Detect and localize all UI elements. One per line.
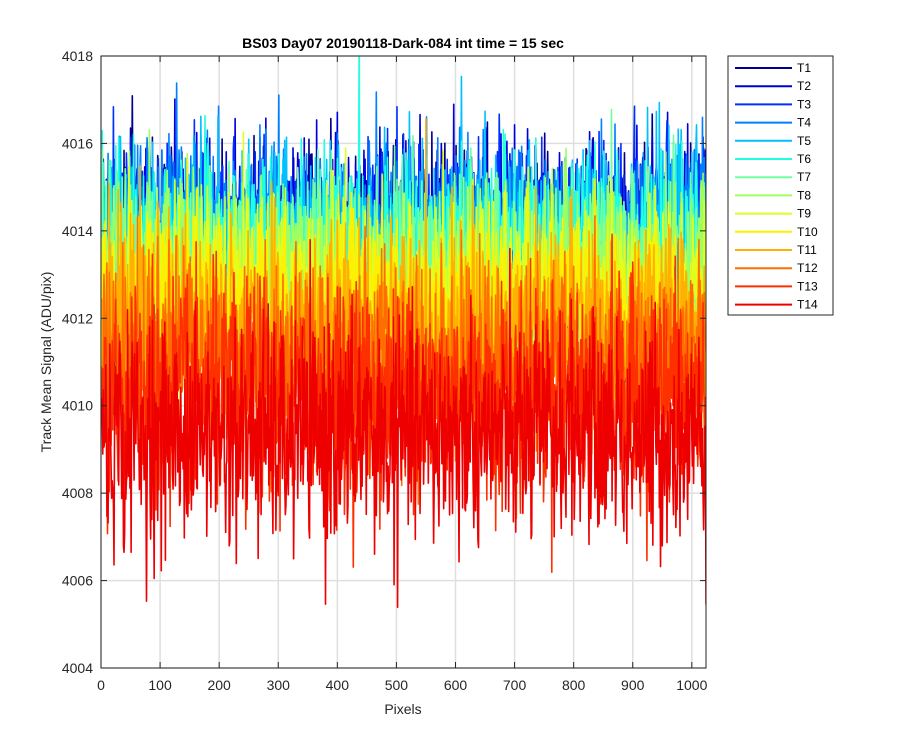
- x-tick-label: 0: [97, 677, 105, 693]
- series-layer: [101, 56, 706, 609]
- x-tick-label: 200: [207, 677, 231, 693]
- y-tick-label: 4006: [62, 573, 93, 589]
- x-tick-label: 600: [444, 677, 468, 693]
- legend-entry-label: T10: [797, 225, 818, 239]
- legend-entry-label: T12: [797, 261, 818, 275]
- y-tick-label: 4012: [62, 310, 93, 326]
- ticks-layer: 0 100 200 300 400 500 600 700 800 900 1000 4004 4006…: [62, 48, 708, 693]
- x-tick-label: 1000: [676, 677, 707, 693]
- y-axis-label: Track Mean Signal (ADU/pix): [38, 272, 54, 453]
- legend-entry-label: T11: [797, 243, 817, 257]
- chart-title: BS03 Day07 20190118-Dark-084 int time = …: [242, 35, 564, 51]
- x-tick-label: 900: [621, 677, 645, 693]
- legend-entry-label: T4: [797, 116, 811, 130]
- legend-entry-label: T13: [797, 279, 818, 293]
- y-tick-label: 4014: [62, 223, 93, 239]
- legend-entry-label: T7: [797, 170, 811, 184]
- x-tick-label: 400: [326, 677, 350, 693]
- plot-area: 0 100 200 300 400 500 600 700 800 900 1000 4004 4006…: [62, 48, 708, 693]
- x-tick-label: 300: [267, 677, 291, 693]
- y-tick-label: 4016: [62, 135, 93, 151]
- x-tick-label: 800: [562, 677, 586, 693]
- x-tick-label: 100: [148, 677, 172, 693]
- x-tick-label: 700: [503, 677, 527, 693]
- legend-box: [727, 55, 834, 316]
- axes-box: [100, 55, 707, 669]
- legend-entry-label: T6: [797, 152, 811, 166]
- legend-entry-label: T14: [797, 298, 818, 312]
- legend-entry-label: T9: [797, 207, 811, 221]
- x-axis-label: Pixels: [384, 701, 421, 717]
- legend-entry-label: T5: [797, 134, 811, 148]
- y-tick-label: 4004: [62, 660, 93, 676]
- x-tick-label: 500: [385, 677, 409, 693]
- legend-entry-label: T3: [797, 97, 811, 111]
- legend-entry-label: T8: [797, 188, 811, 202]
- legend: T1 T2 T3 T4 T5 T6 T7 T8 T9 T10 T11 T12 T13 T14: [727, 55, 834, 316]
- series-line-T14: [101, 239, 706, 609]
- y-tick-label: 4008: [62, 485, 93, 501]
- y-tick-label: 4018: [62, 48, 93, 64]
- legend-items: T1 T2 T3 T4 T5 T6 T7 T8 T9 T10 T11 T12 T13 T14: [735, 61, 818, 312]
- legend-entry-label: T2: [797, 79, 811, 93]
- y-tick-label: 4010: [62, 398, 93, 414]
- legend-entry-label: T1: [797, 61, 811, 75]
